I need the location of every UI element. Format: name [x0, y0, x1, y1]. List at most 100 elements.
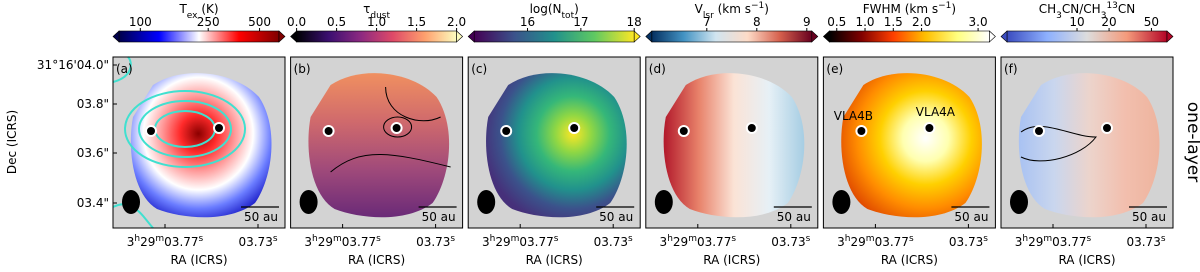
map-image	[1018, 73, 1160, 218]
colorbar-tick-label: 16	[520, 15, 535, 29]
colorbar-label-part: lsr	[703, 11, 714, 21]
colorbar-label-part: )	[574, 2, 579, 16]
x-tick-label-part: s	[806, 234, 811, 244]
beam	[1010, 190, 1028, 214]
x-tick-label: 3h29m03.77s	[660, 234, 737, 249]
x-tick-label: 03.73s	[771, 234, 810, 249]
source-label: VLA4A	[916, 105, 956, 119]
map-image	[486, 73, 627, 218]
x-tick-label-part: h	[134, 234, 140, 244]
colorbar-tick-label: 17	[573, 15, 588, 29]
colorbar-tick-label: 0.5	[327, 15, 346, 29]
x-tick-label: 03.73s	[238, 234, 277, 249]
colorbar	[296, 30, 457, 43]
source-marker	[322, 125, 335, 137]
x-tick-label-part: h	[845, 234, 851, 244]
x-tick-label-part: m	[1043, 234, 1052, 244]
x-tick-label-part: 29	[851, 235, 866, 249]
source-marker	[923, 122, 936, 134]
panel-frame	[645, 56, 819, 229]
colorbar-extend	[811, 30, 819, 43]
colorbar-label-part: 3	[1056, 11, 1062, 21]
x-tick-label-part: s	[199, 234, 204, 244]
x-axis-label: RA (ICRS)	[881, 253, 938, 267]
source-marker	[745, 122, 758, 134]
x-tick-label-part: m	[511, 234, 520, 244]
colorbar-label-part: τ	[363, 2, 370, 16]
colorbar-label-part: )	[764, 2, 769, 16]
x-tick-label-part: 3	[1015, 235, 1023, 249]
colorbar-tick-label: 500	[248, 15, 271, 29]
x-tick-label-part: s	[376, 234, 381, 244]
x-tick-label-part: 03.77	[875, 235, 909, 249]
colorbar-tick-label: 3.0	[969, 15, 988, 29]
x-tick-label-part: s	[554, 234, 559, 244]
source-marker	[855, 125, 868, 137]
colorbar-label-part: (km s	[714, 2, 751, 16]
x-tick-label: 03.73s	[416, 234, 455, 249]
colorbar-label-part: dust	[370, 11, 390, 21]
colorbar-label-part: −1	[751, 1, 764, 11]
scale-bar-label: 50 au	[777, 210, 811, 224]
panel-frame	[1000, 56, 1174, 229]
x-tick-label-part: 29	[318, 235, 333, 249]
colorbar-label-part: V	[695, 2, 704, 16]
colorbar-extend	[278, 30, 286, 43]
x-tick-label-part: 3	[482, 235, 490, 249]
colorbar-label-part: FWHM (km s	[863, 2, 938, 16]
source-marker	[145, 125, 157, 137]
x-tick-label: 3h29m03.77s	[304, 234, 381, 249]
x-tick-label-part: 3	[837, 235, 845, 249]
source-marker	[213, 122, 225, 134]
colorbar-label: Vlsr (km s−1)	[695, 1, 769, 21]
x-tick-label-part: 03.73	[416, 235, 450, 249]
map-image	[308, 73, 450, 218]
x-tick-label-part: h	[1022, 234, 1028, 244]
x-tick-label-part: 03.73	[949, 235, 983, 249]
colorbar-tick-label: 9	[803, 15, 811, 29]
panel-label: (b)	[294, 62, 311, 76]
x-tick-label: 03.73s	[594, 234, 633, 249]
x-tick-label-part: 29	[673, 235, 688, 249]
panel-frame	[112, 56, 286, 229]
panel-frame	[290, 56, 464, 229]
colorbar-extend	[1166, 30, 1174, 43]
colorbar-label-part: CN/CH	[1062, 2, 1101, 16]
beam	[299, 190, 318, 214]
x-tick-label: 3h29m03.77s	[482, 234, 559, 249]
colorbar-tick-label: 7	[703, 15, 711, 29]
source-label: VLA4B	[834, 109, 873, 123]
colorbar-tick-label: 1.0	[855, 15, 874, 29]
x-tick-label-part: 3	[304, 235, 312, 249]
beam	[122, 190, 140, 214]
colorbar-tick-label: 50	[1144, 15, 1159, 29]
contour	[138, 100, 232, 158]
x-tick-label-part: s	[1161, 234, 1166, 244]
colorbar-label-part: )	[951, 2, 956, 16]
colorbar-label: log(Ntot)	[530, 2, 579, 21]
y-tick-label: 03.8"	[77, 97, 109, 111]
x-axis-label: RA (ICRS)	[170, 253, 227, 267]
x-tick-label-part: s	[628, 234, 633, 244]
colorbar	[651, 30, 813, 43]
source-marker	[1033, 125, 1045, 137]
colorbar-extend	[989, 30, 996, 43]
colorbar-extend	[645, 30, 653, 43]
colorbar	[1006, 30, 1168, 43]
y-tick-label: 03.6"	[77, 146, 109, 160]
colorbar-label-part: 13	[1106, 1, 1117, 11]
scale-bar-label: 50 au	[599, 210, 633, 224]
side-label: one-layer	[1183, 102, 1200, 182]
colorbar-tick-label: 1.5	[407, 15, 426, 29]
x-tick-label-part: s	[273, 234, 278, 244]
colorbar-label-part: log(N	[530, 2, 562, 16]
panel-label: (c)	[471, 62, 487, 76]
x-tick-label: 3h29m03.77s	[1015, 234, 1092, 249]
colorbar-tick-label: 0.0	[287, 15, 306, 29]
colorbar-label-part: tot	[562, 11, 575, 21]
colorbar-extend	[1000, 30, 1008, 43]
panel-label: (a)	[116, 62, 133, 76]
panel-frame	[467, 56, 641, 229]
x-axis-label: RA (ICRS)	[526, 253, 583, 267]
